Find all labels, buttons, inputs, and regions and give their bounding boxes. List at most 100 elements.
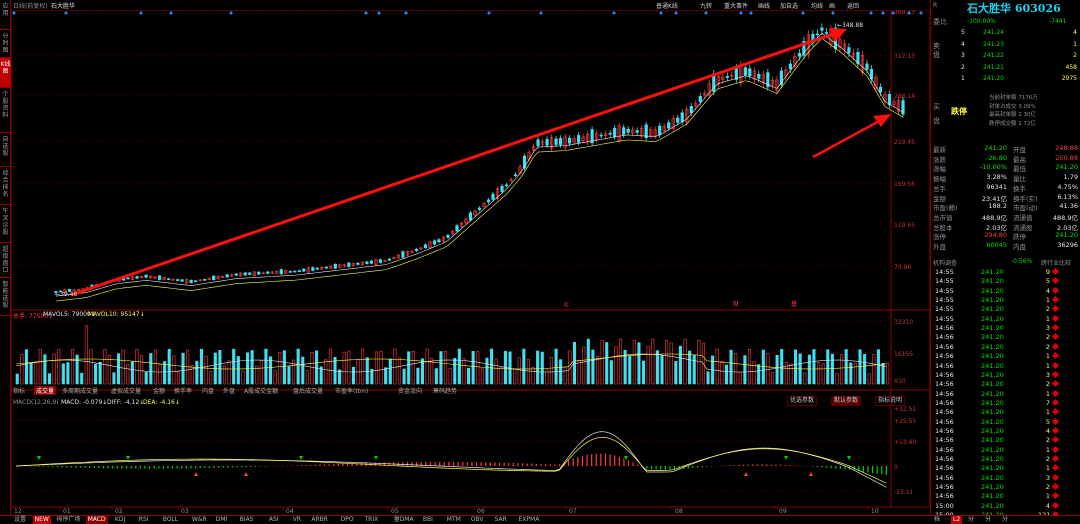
macd-red-arrow	[244, 472, 248, 476]
candle-body	[311, 267, 315, 271]
indicator-tab-11[interactable]: 资金流向	[398, 388, 423, 395]
tick-vol-20: 2	[1045, 455, 1050, 463]
volume-bar	[15, 373, 19, 385]
bottom-tab-3[interactable]: MACD	[85, 516, 108, 524]
r-icon[interactable]: R	[933, 2, 938, 9]
tick-time-4: 14:55	[935, 305, 954, 314]
bottom-tab-4[interactable]: KDJ	[114, 516, 126, 523]
bottom-tab-14[interactable]: TRIX	[364, 516, 379, 523]
chart-canvas[interactable]: 369.13 317.13 268.14 219.45 169.56 119.65 70.9…	[11, 10, 930, 515]
bottom-tab-6[interactable]: BOLL	[162, 516, 179, 523]
ma-line-white	[55, 32, 904, 297]
candle-body	[896, 100, 901, 113]
tick-dir-icon	[1051, 483, 1060, 491]
default-params-button[interactable]: 默认参数	[831, 396, 862, 406]
candle-body	[144, 274, 148, 278]
sell-level-2: 3	[961, 52, 965, 59]
toolbar-item-5[interactable]: 均线	[811, 3, 824, 10]
x-axis-label: 10	[871, 508, 879, 515]
indicator-tab-12[interactable]: 筹码趋势	[433, 388, 458, 395]
bottom-tab-9[interactable]: BIAS	[239, 516, 254, 523]
volume-bar	[720, 361, 724, 385]
toolbar-item-6[interactable]: 画	[829, 3, 836, 10]
toolbar-item-4[interactable]: 加自选	[780, 3, 799, 10]
tick-time-6: 14:56	[935, 324, 954, 333]
candle-body	[297, 270, 301, 272]
toolbar-item-0[interactable]: 普通K线	[656, 3, 678, 10]
indicator-tab-6[interactable]: 内盘	[202, 388, 215, 395]
volume-bar	[402, 368, 406, 385]
bottom-right-4[interactable]: 分	[1002, 516, 1009, 523]
bottom-tab-19[interactable]: SAR	[494, 516, 507, 523]
sidebar-tab-2[interactable]: K线图	[0, 58, 11, 88]
sidebar-tab-3[interactable]: 个股资料	[0, 88, 11, 133]
bottom-tab-17[interactable]: MTM	[446, 516, 461, 523]
indicator-tab-9[interactable]: 盘后成交量	[293, 388, 324, 395]
rate-value: -100.00%	[967, 18, 996, 25]
limit-status: 跌停	[951, 107, 967, 116]
indicator-tab-2[interactable]: 多周期成交量	[62, 388, 99, 395]
volume-bar	[499, 367, 503, 385]
indicator-tab-7[interactable]: 外盘	[223, 388, 236, 395]
candle-body	[581, 136, 585, 141]
candle-body	[784, 69, 788, 77]
sidebar-tab-7[interactable]: 超级盘口	[0, 243, 11, 278]
candle-body	[414, 248, 419, 251]
indicator-tab-0[interactable]: 指标	[13, 388, 26, 395]
candle-body	[491, 193, 495, 200]
sidebar-tab-4[interactable]: 自选股	[0, 133, 11, 167]
quote-label2-1: 最高	[1013, 155, 1026, 164]
indicator-tab-4[interactable]: 金额	[153, 388, 166, 395]
sidebar-tab-6[interactable]: 牛叉诊股	[0, 205, 11, 243]
bottom-tab-16[interactable]: BBI	[422, 516, 433, 523]
tick-dir-icon	[1051, 296, 1060, 304]
indicator-tab-10[interactable]: 市盈率(ttm)	[335, 388, 369, 395]
volume-bar	[430, 357, 434, 385]
tick-header-0[interactable]: 机构调查	[933, 260, 958, 267]
bottom-tab-0[interactable]: 设置	[14, 516, 27, 523]
candle-body	[748, 68, 752, 77]
bottom-tab-8[interactable]: DMI	[215, 516, 228, 523]
bottom-tab-10[interactable]: ASI	[268, 516, 279, 523]
sidebar-tab-5[interactable]: 综合排名	[0, 167, 11, 205]
toolbar-item-1[interactable]: 九转	[700, 3, 713, 10]
toolbar-item-3[interactable]: 画线	[758, 3, 771, 10]
volume-bar	[453, 358, 457, 385]
optimal-params-button[interactable]: 优选参数	[787, 396, 818, 406]
candle-body	[649, 129, 653, 136]
bottom-tab-18[interactable]: OBV	[470, 516, 484, 523]
indicator-tab-5[interactable]: 换手率	[174, 388, 193, 395]
candle-body	[752, 70, 756, 80]
bottom-right-3[interactable]: 分	[985, 516, 992, 523]
indicator-help-button[interactable]: 指标说明	[875, 396, 906, 406]
bottom-right-2[interactable]: 分	[968, 516, 975, 523]
bottom-right-0[interactable]: 档	[934, 516, 941, 523]
chart-area[interactable]: 369.13 317.13 268.14 219.45 169.56 119.65 70.9…	[11, 10, 930, 515]
bottom-tab-11[interactable]: VR	[292, 516, 302, 523]
bottom-tab-2[interactable]: 排序广场	[56, 516, 81, 523]
quote-label-4: 总手	[933, 184, 946, 193]
indicator-tab-1[interactable]: 成交量	[34, 386, 57, 395]
bottom-tab-7[interactable]: W&R	[191, 516, 207, 523]
bottom-tab-13[interactable]: DPO	[340, 516, 354, 523]
toolbar-item-7[interactable]: 返回	[847, 3, 860, 10]
x-axis-label: 06	[477, 508, 485, 515]
bottom-tab-12[interactable]: ARBR	[311, 516, 328, 523]
bottom-right-1[interactable]: L2	[951, 516, 963, 524]
indicator-tab-3[interactable]: 虚拟成交量	[111, 388, 142, 395]
tick-time-22: 14:56	[935, 473, 954, 482]
bottom-tab-5[interactable]: RSI	[138, 516, 149, 523]
toolbar-item-2[interactable]: 重大事件	[724, 3, 749, 10]
tick-header-2[interactable]: 跨行业比较	[1041, 260, 1072, 267]
candle-body	[365, 261, 369, 264]
tick-dir-icon	[1051, 267, 1060, 276]
volume-bar	[209, 371, 213, 385]
bottom-tab-15[interactable]: 量DMA	[393, 516, 414, 523]
indicator-tab-8[interactable]: A股成交金额	[244, 388, 279, 395]
sidebar-tab-0[interactable]: 应用	[0, 0, 11, 30]
sidebar-tab-1[interactable]: 分时图	[0, 30, 11, 58]
bottom-tab-1[interactable]: NEW	[32, 516, 51, 524]
candle-body	[54, 291, 58, 293]
sidebar-tab-8[interactable]: 智能选股	[0, 278, 11, 316]
bottom-tab-20[interactable]: EXPMA	[518, 516, 540, 523]
